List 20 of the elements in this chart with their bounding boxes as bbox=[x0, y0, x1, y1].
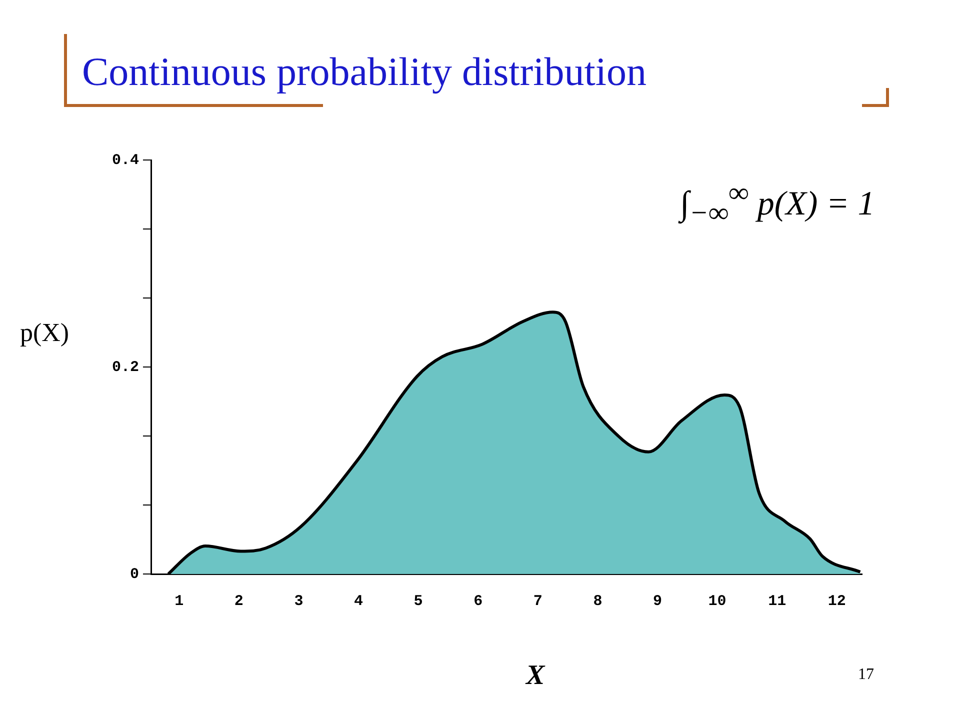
y-tick-label: 0 bbox=[130, 566, 140, 583]
x-tick-label: 11 bbox=[768, 592, 786, 610]
x-tick-label: 5 bbox=[414, 592, 423, 610]
y-tick-label: 0.2 bbox=[112, 358, 140, 376]
x-axis-title: X bbox=[526, 660, 545, 692]
chart-title: Continuous probability distribution bbox=[82, 48, 646, 95]
x-tick-label: 10 bbox=[708, 592, 726, 610]
x-tick-label: 6 bbox=[474, 592, 483, 610]
x-tick-label: 9 bbox=[652, 592, 662, 610]
x-tick-label: 2 bbox=[234, 592, 244, 610]
annotation: ∫$_{−∞}$$^{∞}$ p(X) = 1 bbox=[680, 178, 875, 230]
x-tick-label: 4 bbox=[354, 592, 364, 610]
x-tick-label: 12 bbox=[828, 592, 846, 610]
x-tick-label: 1 bbox=[174, 592, 184, 610]
y-tick-label: 0.4 bbox=[112, 152, 140, 169]
x-tick-label: 7 bbox=[533, 592, 542, 610]
x-tick-label: 8 bbox=[593, 592, 602, 610]
y-axis-title: p(X) bbox=[20, 318, 70, 348]
x-tick-label: 3 bbox=[294, 592, 304, 610]
text: 17 bbox=[858, 666, 874, 684]
